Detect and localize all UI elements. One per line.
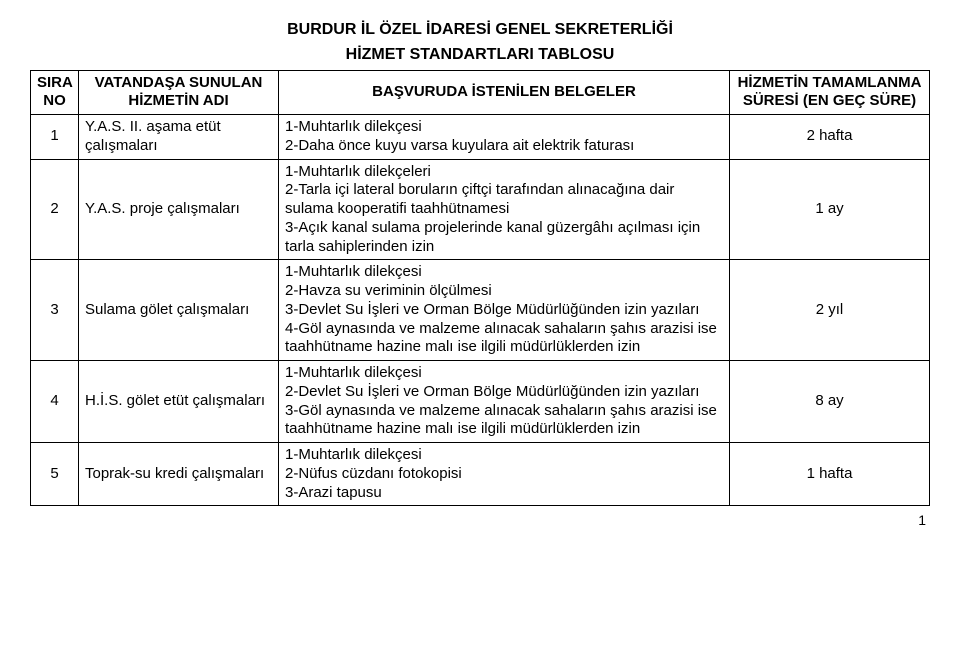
standards-table: SIRA NO VATANDAŞA SUNULAN HİZMETİN ADI B… bbox=[30, 70, 930, 507]
cell-name: Y.A.S. II. aşama etüt çalışmaları bbox=[79, 115, 279, 160]
header-no: SIRA NO bbox=[31, 70, 79, 115]
document-title-line1: BURDUR İL ÖZEL İDARESİ GENEL SEKRETERLİĞ… bbox=[30, 20, 930, 41]
document-title-line2: HİZMET STANDARTLARI TABLOSU bbox=[30, 45, 930, 66]
table-row: 2Y.A.S. proje çalışmaları1-Muhtarlık dil… bbox=[31, 159, 930, 260]
cell-no: 3 bbox=[31, 260, 79, 361]
cell-no: 5 bbox=[31, 443, 79, 506]
table-header-row: SIRA NO VATANDAŞA SUNULAN HİZMETİN ADI B… bbox=[31, 70, 930, 115]
cell-time: 8 ay bbox=[730, 361, 930, 443]
cell-no: 2 bbox=[31, 159, 79, 260]
table-body: 1Y.A.S. II. aşama etüt çalışmaları1-Muht… bbox=[31, 115, 930, 506]
header-docs: BAŞVURUDA İSTENİLEN BELGELER bbox=[279, 70, 730, 115]
cell-docs: 1-Muhtarlık dilekçesi2-Devlet Su İşleri … bbox=[279, 361, 730, 443]
header-time: HİZMETİN TAMAMLANMA SÜRESİ (EN GEÇ SÜRE) bbox=[730, 70, 930, 115]
cell-docs: 1-Muhtarlık dilekçeleri2-Tarla içi later… bbox=[279, 159, 730, 260]
cell-time: 1 ay bbox=[730, 159, 930, 260]
cell-name: H.İ.S. gölet etüt çalışmaları bbox=[79, 361, 279, 443]
table-row: 3Sulama gölet çalışmaları1-Muhtarlık dil… bbox=[31, 260, 930, 361]
page-number: 1 bbox=[30, 512, 930, 528]
cell-docs: 1-Muhtarlık dilekçesi2-Daha önce kuyu va… bbox=[279, 115, 730, 160]
cell-docs: 1-Muhtarlık dilekçesi2-Havza su verimini… bbox=[279, 260, 730, 361]
cell-no: 1 bbox=[31, 115, 79, 160]
cell-time: 2 yıl bbox=[730, 260, 930, 361]
cell-name: Y.A.S. proje çalışmaları bbox=[79, 159, 279, 260]
cell-no: 4 bbox=[31, 361, 79, 443]
cell-docs: 1-Muhtarlık dilekçesi2-Nüfus cüzdanı fot… bbox=[279, 443, 730, 506]
cell-time: 1 hafta bbox=[730, 443, 930, 506]
cell-name: Sulama gölet çalışmaları bbox=[79, 260, 279, 361]
header-name: VATANDAŞA SUNULAN HİZMETİN ADI bbox=[79, 70, 279, 115]
table-row: 1Y.A.S. II. aşama etüt çalışmaları1-Muht… bbox=[31, 115, 930, 160]
cell-time: 2 hafta bbox=[730, 115, 930, 160]
table-row: 5Toprak-su kredi çalışmaları1-Muhtarlık … bbox=[31, 443, 930, 506]
cell-name: Toprak-su kredi çalışmaları bbox=[79, 443, 279, 506]
table-row: 4H.İ.S. gölet etüt çalışmaları1-Muhtarlı… bbox=[31, 361, 930, 443]
